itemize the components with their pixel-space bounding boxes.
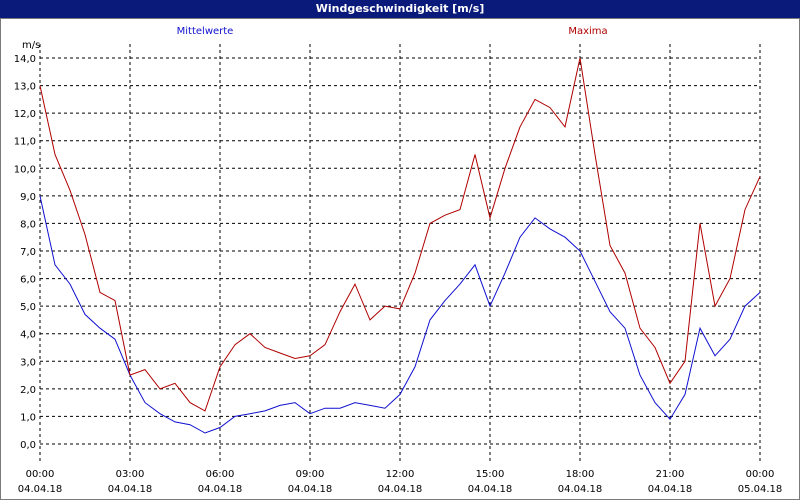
x-tick-time: 03:00 (116, 469, 145, 480)
x-tick-time: 15:00 (476, 469, 505, 480)
y-tick-label: 8,0 (20, 219, 36, 230)
y-tick-label: 2,0 (20, 385, 36, 396)
x-tick-date: 04.04.18 (198, 484, 243, 495)
y-tick-label: 4,0 (20, 330, 36, 341)
x-tick-date: 04.04.18 (288, 484, 333, 495)
x-tick-time: 00:00 (746, 469, 775, 480)
x-tick-time: 21:00 (656, 469, 685, 480)
y-axis-label: m/s (22, 40, 40, 51)
y-tick-label: 7,0 (20, 247, 36, 258)
y-tick-label: 14,0 (14, 54, 36, 65)
axes: 0,0 1,0 2,0 3,0 4,0 5,0 6,0 7,0 8,0 9,0 10,0 11,0 12… (14, 54, 783, 495)
x-tick-date: 04.04.18 (378, 484, 423, 495)
y-tick-label: 5,0 (20, 302, 36, 313)
x-tick-date: 04.04.18 (648, 484, 693, 495)
legend-mittelwerte: Mittelwerte (177, 26, 234, 37)
series-line-mittelwerte (39, 195, 761, 434)
chart-title: Windgeschwindigkeit [m/s] (0, 0, 800, 18)
series-group (39, 57, 761, 434)
y-tick-label: 3,0 (20, 357, 36, 368)
y-tick-label: 6,0 (20, 275, 36, 286)
x-tick-date: 04.04.18 (558, 484, 603, 495)
y-tick-label: 0,0 (20, 440, 36, 451)
y-tick-label: 12,0 (14, 109, 36, 120)
x-tick-date: 05.04.18 (738, 484, 783, 495)
x-tick-date: 04.04.18 (108, 484, 153, 495)
x-tick-time: 00:00 (26, 469, 55, 480)
legend-maxima: Maxima (568, 26, 607, 37)
y-tick-label: 13,0 (14, 82, 36, 93)
series-line-maxima (39, 57, 761, 412)
x-tick-date: 04.04.18 (468, 484, 513, 495)
y-tick-label: 10,0 (14, 164, 36, 175)
x-tick-time: 06:00 (206, 469, 235, 480)
y-tick-label: 9,0 (20, 192, 36, 203)
x-tick-time: 18:00 (566, 469, 595, 480)
grid (39, 44, 761, 464)
y-tick-label: 11,0 (14, 137, 36, 148)
x-tick-time: 12:00 (386, 469, 415, 480)
x-tick-time: 09:00 (296, 469, 325, 480)
x-tick-date: 04.04.18 (18, 484, 63, 495)
y-tick-label: 1,0 (20, 412, 36, 423)
